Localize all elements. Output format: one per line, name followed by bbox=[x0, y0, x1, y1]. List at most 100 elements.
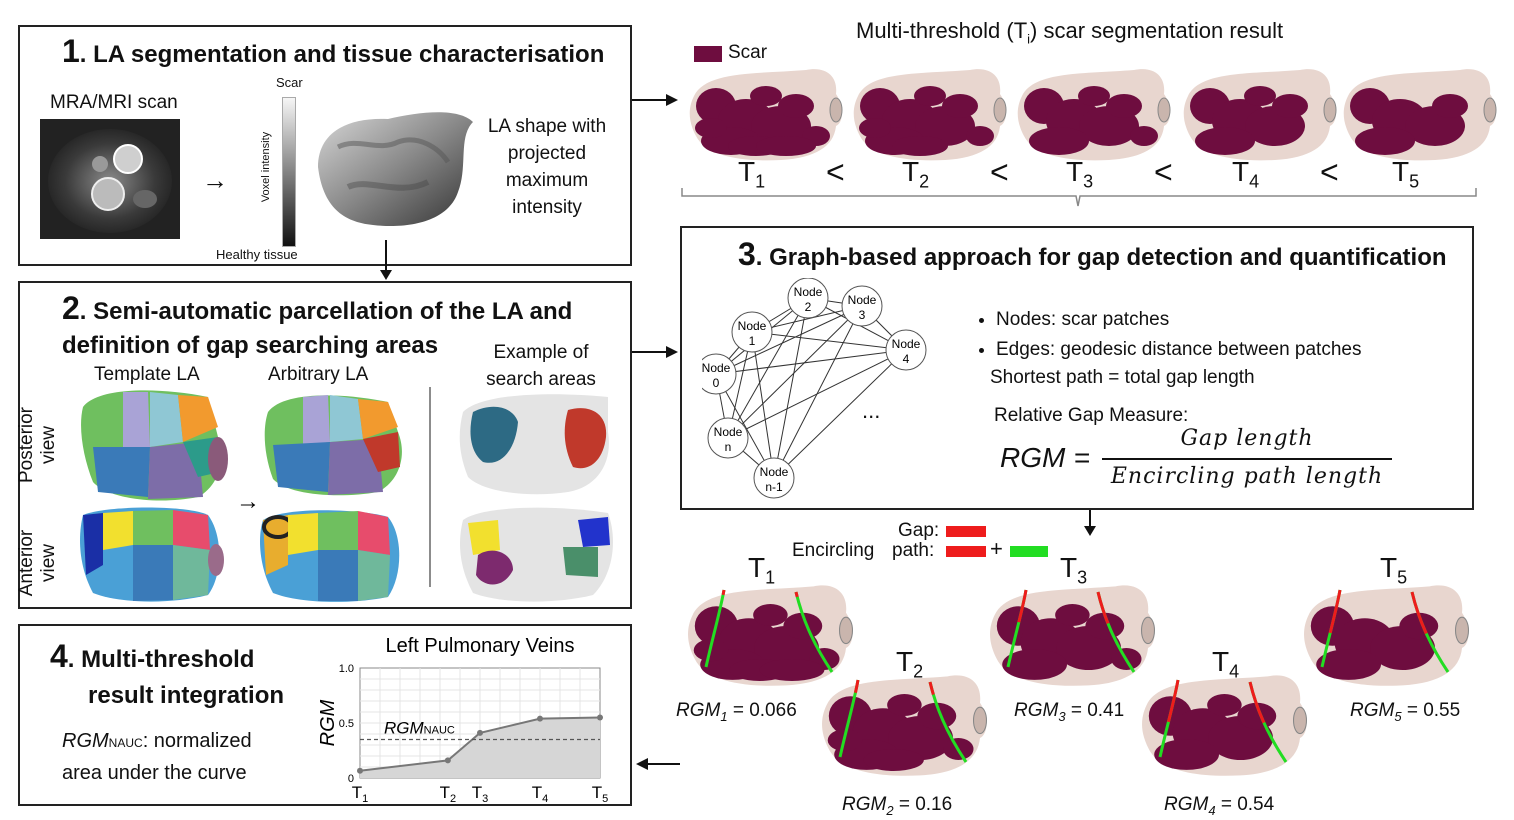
result-threshold-label-3: T3 bbox=[1060, 552, 1088, 588]
result-shape-3 bbox=[990, 585, 1156, 686]
panel-2-title: 2. Semi-automatic parcellation of the LA… bbox=[62, 290, 573, 359]
threshold-shape-1 bbox=[689, 69, 843, 161]
arbitrary-anterior bbox=[260, 510, 400, 602]
panel-4-title: 4. Multi-threshold result integration bbox=[50, 638, 285, 709]
svg-text:2: 2 bbox=[805, 300, 812, 314]
arrow-to-shape: → bbox=[202, 165, 228, 195]
less-than-2: < bbox=[990, 154, 1009, 190]
result-shape-5 bbox=[1304, 585, 1470, 686]
la-scar-map-5 bbox=[1343, 69, 1497, 161]
chart-ylabel: RGM bbox=[317, 699, 339, 746]
graph-edge bbox=[773, 349, 907, 479]
template-la-label: Template LA bbox=[94, 364, 200, 385]
mri-scan-image bbox=[40, 119, 180, 239]
chart-point bbox=[477, 729, 483, 736]
bullet-edges: Edges: geodesic distance between patches bbox=[996, 336, 1361, 363]
threshold-label-5: T5 bbox=[1392, 156, 1420, 192]
svg-text:Node: Node bbox=[892, 337, 921, 351]
arrow-results-to-4 bbox=[636, 758, 680, 770]
parcellation-images: → bbox=[80, 387, 613, 602]
la-shape-image bbox=[318, 112, 473, 227]
svg-text:Node: Node bbox=[702, 361, 731, 375]
la-scar-map-3 bbox=[1017, 69, 1171, 161]
template-posterior bbox=[81, 390, 228, 501]
graph-edge bbox=[751, 331, 907, 351]
anterior-view-label: Anterior view bbox=[16, 529, 59, 597]
bullet-nodes: Nodes: scar patches bbox=[996, 306, 1361, 333]
rgm-denominator: Encircling path length bbox=[1110, 464, 1384, 489]
arbitrary-la-label: Arbitrary LA bbox=[268, 364, 369, 385]
threshold-label-1: T1 bbox=[738, 156, 766, 192]
rgm-nauc-desc: RGMNAUC: normalized area under the curve bbox=[62, 730, 252, 784]
arbitrary-posterior bbox=[264, 395, 402, 496]
graph-edge bbox=[715, 305, 863, 375]
threshold-shape-2 bbox=[853, 69, 1007, 161]
panel-4: 4. Multi-threshold result integration RG… bbox=[18, 624, 632, 806]
rgm-numerator: Gap length bbox=[1180, 426, 1314, 451]
graph-bullets: Nodes: scar patches Edges: geodesic dist… bbox=[972, 306, 1361, 366]
chart-xtick: T5 bbox=[592, 783, 609, 804]
graph-edge bbox=[715, 349, 907, 375]
la-scar-map-1 bbox=[689, 69, 843, 161]
chart-area bbox=[360, 717, 600, 778]
result-shape-4 bbox=[1142, 675, 1308, 776]
chart-point bbox=[537, 715, 543, 722]
example-search-label: Example of search areas bbox=[486, 342, 596, 390]
path-label: path: bbox=[892, 540, 935, 561]
result-scar-map-3 bbox=[990, 585, 1156, 686]
encircling-label: Encircling bbox=[792, 540, 875, 561]
result-threshold-label-2: T2 bbox=[896, 646, 924, 682]
chart-point bbox=[597, 714, 603, 721]
path-green-swatch bbox=[1010, 546, 1048, 557]
bar-top-label: Scar bbox=[276, 75, 303, 90]
la-scar-map-4 bbox=[1183, 69, 1337, 161]
svg-text:1: 1 bbox=[749, 334, 756, 348]
graph-edge bbox=[727, 305, 863, 439]
result-title: Multi-threshold (Ti) scar segmentation r… bbox=[856, 18, 1284, 47]
template-anterior bbox=[80, 507, 224, 602]
arrow-1-to-2 bbox=[380, 240, 392, 280]
gap-legend-label: Gap: bbox=[898, 520, 940, 541]
result-rgm-label-2: RGM2 = 0.16 bbox=[842, 794, 953, 818]
result-rgm-label-1: RGM1 = 0.066 bbox=[676, 700, 797, 724]
result-rgm-label-4: RGM4 = 0.54 bbox=[1164, 794, 1275, 818]
chart-xtick: T4 bbox=[532, 783, 549, 804]
arrow-3-to-results bbox=[1084, 510, 1096, 536]
result-scar-map-1 bbox=[688, 585, 854, 686]
result-rgm-label-3: RGM3 = 0.41 bbox=[1014, 700, 1125, 724]
result-shape-2 bbox=[822, 675, 988, 776]
chart-ytick: 0.5 bbox=[339, 718, 354, 730]
panel-1: 1. LA segmentation and tissue characteri… bbox=[18, 25, 632, 266]
svg-text:Node: Node bbox=[714, 425, 743, 439]
posterior-view-label: Posterior view bbox=[16, 406, 59, 484]
less-than-3: < bbox=[1154, 154, 1173, 190]
la-scar-map-2 bbox=[853, 69, 1007, 161]
graph-edge bbox=[773, 297, 809, 479]
chart-ytick: 1.0 bbox=[339, 663, 354, 675]
result-threshold-label-1: T1 bbox=[748, 552, 776, 588]
panel-3-title: 3. Graph-based approach for gap detectio… bbox=[738, 236, 1447, 272]
result-shape-1 bbox=[688, 585, 854, 686]
intensity-bar bbox=[282, 97, 296, 247]
svg-text:n-1: n-1 bbox=[765, 480, 783, 494]
arrow-2-to-3 bbox=[632, 346, 678, 358]
result-scar-map-2 bbox=[822, 675, 988, 776]
result-rgm-label-5: RGM5 = 0.55 bbox=[1350, 700, 1461, 724]
rgm-fraction-line bbox=[1102, 458, 1392, 460]
svg-text:n: n bbox=[725, 440, 732, 454]
panel-3: 3. Graph-based approach for gap detectio… bbox=[680, 226, 1474, 510]
result-threshold-label-4: T4 bbox=[1212, 646, 1240, 682]
result-threshold-label-5: T5 bbox=[1380, 552, 1408, 588]
threshold-shape-4 bbox=[1183, 69, 1337, 161]
example-anterior bbox=[460, 507, 613, 602]
chart-point bbox=[357, 767, 363, 774]
svg-text:Node: Node bbox=[794, 285, 823, 299]
chart-title: Left Pulmonary Veins bbox=[386, 635, 575, 657]
graph-ellipsis: ... bbox=[862, 398, 881, 423]
